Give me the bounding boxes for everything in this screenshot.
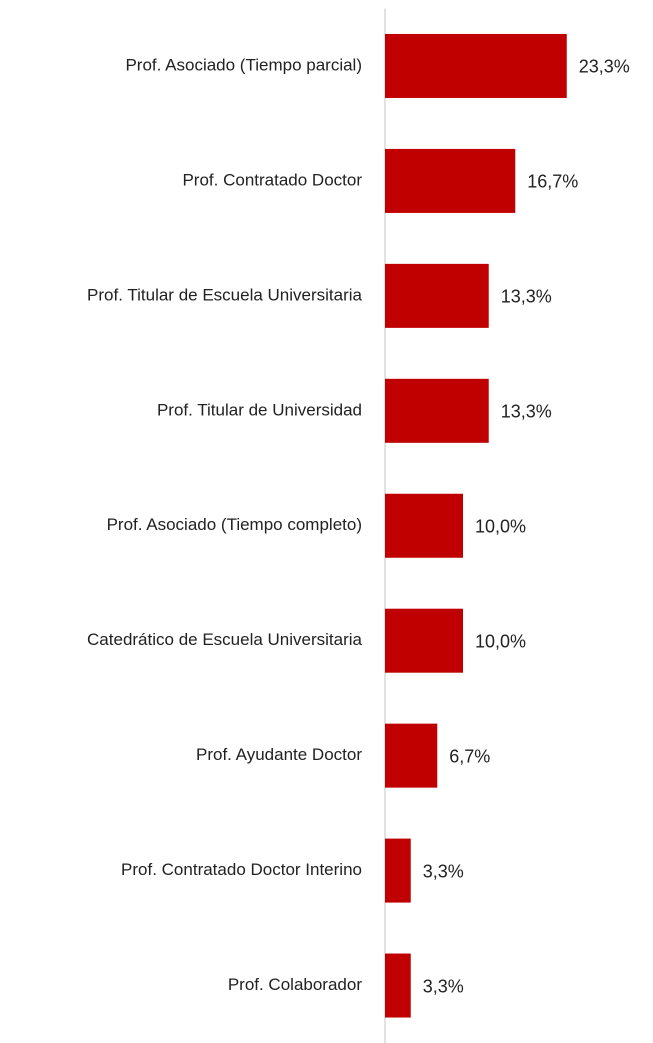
category-label: Catedrático de Escuela Universitaria <box>87 630 363 649</box>
bar <box>385 148 516 213</box>
category-label: Prof. Contratado Doctor <box>182 170 362 189</box>
value-label: 10,0% <box>475 517 526 537</box>
category-label: Prof. Contratado Doctor Interino <box>121 860 362 879</box>
bar <box>385 953 411 1018</box>
value-label: 13,3% <box>501 402 552 422</box>
value-label: 6,7% <box>449 746 490 766</box>
bar <box>385 608 463 673</box>
category-label: Prof. Titular de Escuela Universitaria <box>87 285 362 304</box>
value-label: 3,3% <box>423 976 464 996</box>
value-label: 16,7% <box>527 172 578 192</box>
bar <box>385 493 463 558</box>
bar <box>385 378 489 443</box>
category-label: Prof. Asociado (Tiempo completo) <box>107 515 362 534</box>
category-label: Prof. Ayudante Doctor <box>196 745 362 764</box>
bar <box>385 723 438 788</box>
value-label: 13,3% <box>501 287 552 307</box>
value-label: 10,0% <box>475 631 526 651</box>
category-label: Prof. Titular de Universidad <box>157 400 362 419</box>
value-label: 3,3% <box>423 861 464 881</box>
category-label: Prof. Asociado (Tiempo parcial) <box>125 55 362 74</box>
bar <box>385 33 567 98</box>
bar <box>385 263 489 328</box>
category-label: Prof. Colaborador <box>228 975 363 994</box>
bar <box>385 838 411 903</box>
value-label: 23,3% <box>579 57 630 77</box>
